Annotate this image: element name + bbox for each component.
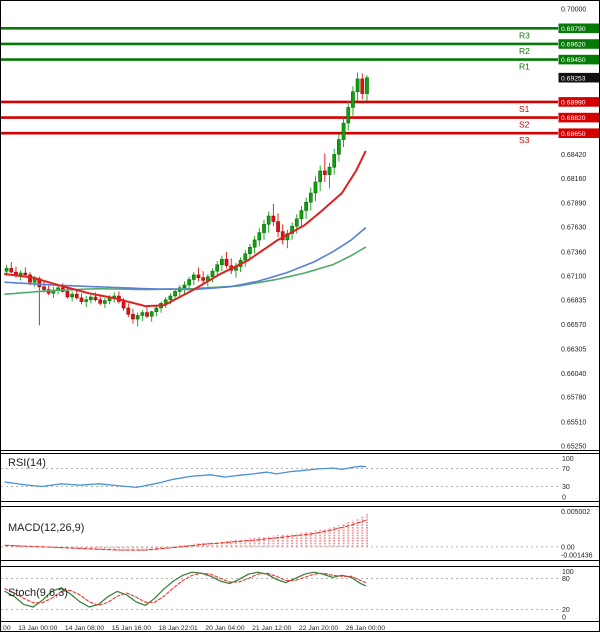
stoch-panel-label: Stoch(9,6,3) [8, 587, 68, 599]
time-axis-label: 14 Jan 08:00 [65, 625, 105, 632]
rsi-axis-label: 0 [562, 495, 566, 502]
time-axis-label: 15 Jan 16:00 [112, 625, 152, 632]
ma-line-mid [4, 227, 367, 291]
pivot-label-R3: R3 [519, 30, 530, 40]
macd-axis-label: 0.00 [561, 544, 575, 551]
stoch-axis-label: 0 [562, 615, 566, 622]
pivot-label-S3: S3 [519, 135, 530, 145]
stoch-axis-label: 100 [562, 569, 574, 576]
price-box-R2: 0.69620 [561, 42, 586, 49]
pivot-label-S2: S2 [519, 120, 530, 130]
time-axis-label: 26 Jan 00:00 [346, 625, 386, 632]
price-axis-label: 0.66040 [561, 371, 586, 378]
rsi-panel: 100 70 30 0 [1, 456, 574, 502]
price-axis-label: 0.65780 [561, 395, 586, 402]
price-axis-label: 0.68420 [561, 152, 586, 159]
ma-line-fast [4, 150, 367, 308]
price-axis-label: 0.68160 [561, 176, 586, 183]
rsi-axis-label: 70 [562, 466, 570, 473]
pivot-label-R1: R1 [519, 62, 530, 72]
macd-panel-label: MACD(12,26,9) [8, 522, 85, 534]
price-box-R3: 0.69790 [561, 26, 586, 33]
time-axis-label: 21 Jan 12:00 [252, 625, 292, 632]
candles [4, 72, 369, 327]
panel-separators [1, 450, 599, 622]
time-axis-label: 20 Jan 04:00 [205, 625, 245, 632]
pivot-label-R2: R2 [519, 46, 530, 56]
price-axis-label: 0.65250 [561, 444, 586, 451]
price-box-last: 0.69253 [561, 75, 586, 82]
rsi-axis-label: 30 [562, 484, 570, 491]
support-resistance-lines: R3 R2 R1 S1 S2 S3 [1, 27, 558, 145]
time-axis-label: 13 Jan 00:00 [18, 625, 58, 632]
price-box-S2: 0.68820 [561, 115, 586, 122]
price-axis-label: 0.67360 [561, 249, 586, 256]
price-axis-label: 0.67890 [561, 201, 586, 208]
time-axis: 0:00 13 Jan 00:00 14 Jan 08:00 15 Jan 16:00… [1, 625, 386, 632]
macd-axis-label: -0.001436 [561, 553, 593, 560]
rsi-axis-label: 100 [562, 456, 574, 463]
rsi-panel-label: RSI(14) [8, 457, 46, 469]
price-axis: 0.70000 0.68420 0.68160 0.67890 0.67630 0.673… [558, 7, 599, 451]
time-axis-label: 22 Jan 20:00 [299, 625, 339, 632]
price-box-S1: 0.68990 [561, 100, 586, 107]
price-box-R1: 0.69450 [561, 57, 586, 64]
price-axis-label: 0.66835 [561, 298, 586, 305]
price-axis-label: 0.70000 [561, 7, 586, 14]
stoch-axis-label: 80 [562, 576, 570, 583]
stoch-axis-label: 20 [562, 607, 570, 614]
time-axis-partial-label: 0:00 [1, 625, 11, 632]
time-axis-label: 18 Jan 22:01 [159, 625, 199, 632]
pivot-label-S1: S1 [519, 104, 530, 114]
price-box-S3: 0.68650 [561, 131, 586, 138]
price-axis-label: 0.65510 [561, 420, 586, 427]
price-axis-label: 0.67100 [561, 273, 586, 280]
price-axis-label: 0.66570 [561, 322, 586, 329]
price-axis-label: 0.67630 [561, 225, 586, 232]
price-axis-label: 0.66305 [561, 346, 586, 353]
macd-panel: 0.005002 0.00 -0.001436 [1, 509, 593, 560]
macd-axis-label: 0.005002 [561, 509, 590, 516]
